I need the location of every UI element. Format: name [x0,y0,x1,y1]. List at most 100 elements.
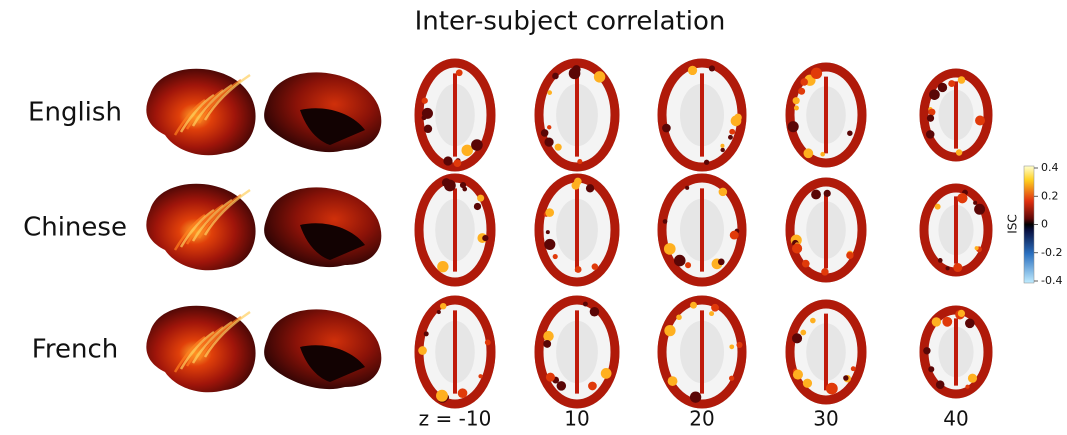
sulcus-highlight [185,325,224,367]
activation-patch [965,318,975,329]
activation-patch [484,339,491,346]
activation-patch [544,137,554,147]
activation-patch [937,82,948,93]
activation-patch [810,67,823,80]
activation-patch [690,301,697,309]
activation-patch [718,187,728,197]
figure-title: Inter-subject correlation [415,7,726,37]
activation-patch [820,151,825,157]
activation-patch [568,67,581,80]
activation-patch [663,243,676,255]
axial-slice [785,177,867,283]
activation-patch [791,333,803,344]
activation-patch [545,208,555,217]
activation-patch [793,105,799,111]
activation-patch [708,65,716,72]
activation-patch [734,113,742,122]
activation-patch [461,144,473,157]
activation-patch [709,311,715,317]
axial-slice [657,58,747,172]
axial-slice [919,68,993,162]
activation-patch [473,202,482,211]
activation-patch [577,159,583,165]
sulcus-highlight [203,73,251,121]
sulcus-highlight [197,315,242,361]
activation-patch [729,344,735,350]
activation-patch [717,258,725,266]
activation-patch [948,80,956,88]
activation-patch [720,143,725,148]
activation-patch [953,262,963,273]
activation-patch [703,159,710,165]
sulcus-highlight [197,78,242,124]
activation-patch [736,341,743,348]
sulcus-highlight [173,213,206,251]
colorbar-tick-label: 0.2 [1041,189,1059,202]
activation-patch [803,148,814,159]
activation-patch [482,234,489,242]
activation-patch [728,134,733,140]
colorbar-tick-label: -0.4 [1041,274,1062,287]
axial-slice [785,62,867,168]
activation-patch [552,253,558,260]
activation-patch [792,97,800,105]
sulcus-highlight [191,83,233,127]
activation-patch [591,263,599,270]
sulcus-highlight [185,203,224,245]
activation-patch [800,329,807,336]
activation-patch [436,309,441,315]
activation-patch [974,246,979,251]
activation-patch [957,309,966,317]
medial-wall [300,345,365,382]
colorbar: ISC 0.4 0.2 0 -0.2 -0.4 [1006,161,1063,287]
sulcus-highlight [191,320,233,364]
activation-patch [457,388,468,398]
slice-label: 20 [689,407,714,431]
activation-patch [792,369,803,380]
activation-patch [588,381,597,391]
activation-patch [937,258,943,263]
activation-patch [589,307,600,317]
colorbar-gradient [1023,165,1035,284]
axial-slice [414,173,496,287]
activation-patch [459,182,467,189]
activation-patch [443,156,453,166]
axial-slice [414,295,496,409]
axial-slice [919,183,993,277]
slice-label: 10 [564,407,589,431]
activation-patch [440,302,447,310]
activation-patch [957,76,966,84]
activation-patch [423,124,433,134]
activation-patch [685,262,692,269]
row-label: English [28,98,122,128]
sulcus-highlight [173,335,206,373]
activation-patch [729,128,736,135]
activation-patch [582,301,588,307]
activation-patch [801,259,810,268]
axial-slice [785,299,867,405]
activation-patch [850,366,856,372]
activation-patch [471,139,483,151]
axial-slice [657,173,747,287]
activation-patch [600,368,612,379]
activation-patch [955,149,963,156]
activation-patch [974,203,986,215]
activation-patch [973,200,978,205]
activation-patch [673,254,686,267]
activation-patch [810,317,816,324]
sulcus-highlight [179,208,215,248]
activation-patch [925,130,935,139]
activation-patch [965,384,970,389]
row-label: French [32,335,118,365]
sulcus-highlight [197,193,242,239]
activation-patch [441,178,451,188]
axial-slice [657,295,747,409]
activation-patch [942,316,953,327]
activation-patch [544,238,556,250]
colorbar-label: ISC [1006,214,1020,234]
activation-patch [477,194,485,202]
activation-patch [945,266,950,271]
axial-slice [414,58,496,172]
activation-patch [957,192,968,204]
